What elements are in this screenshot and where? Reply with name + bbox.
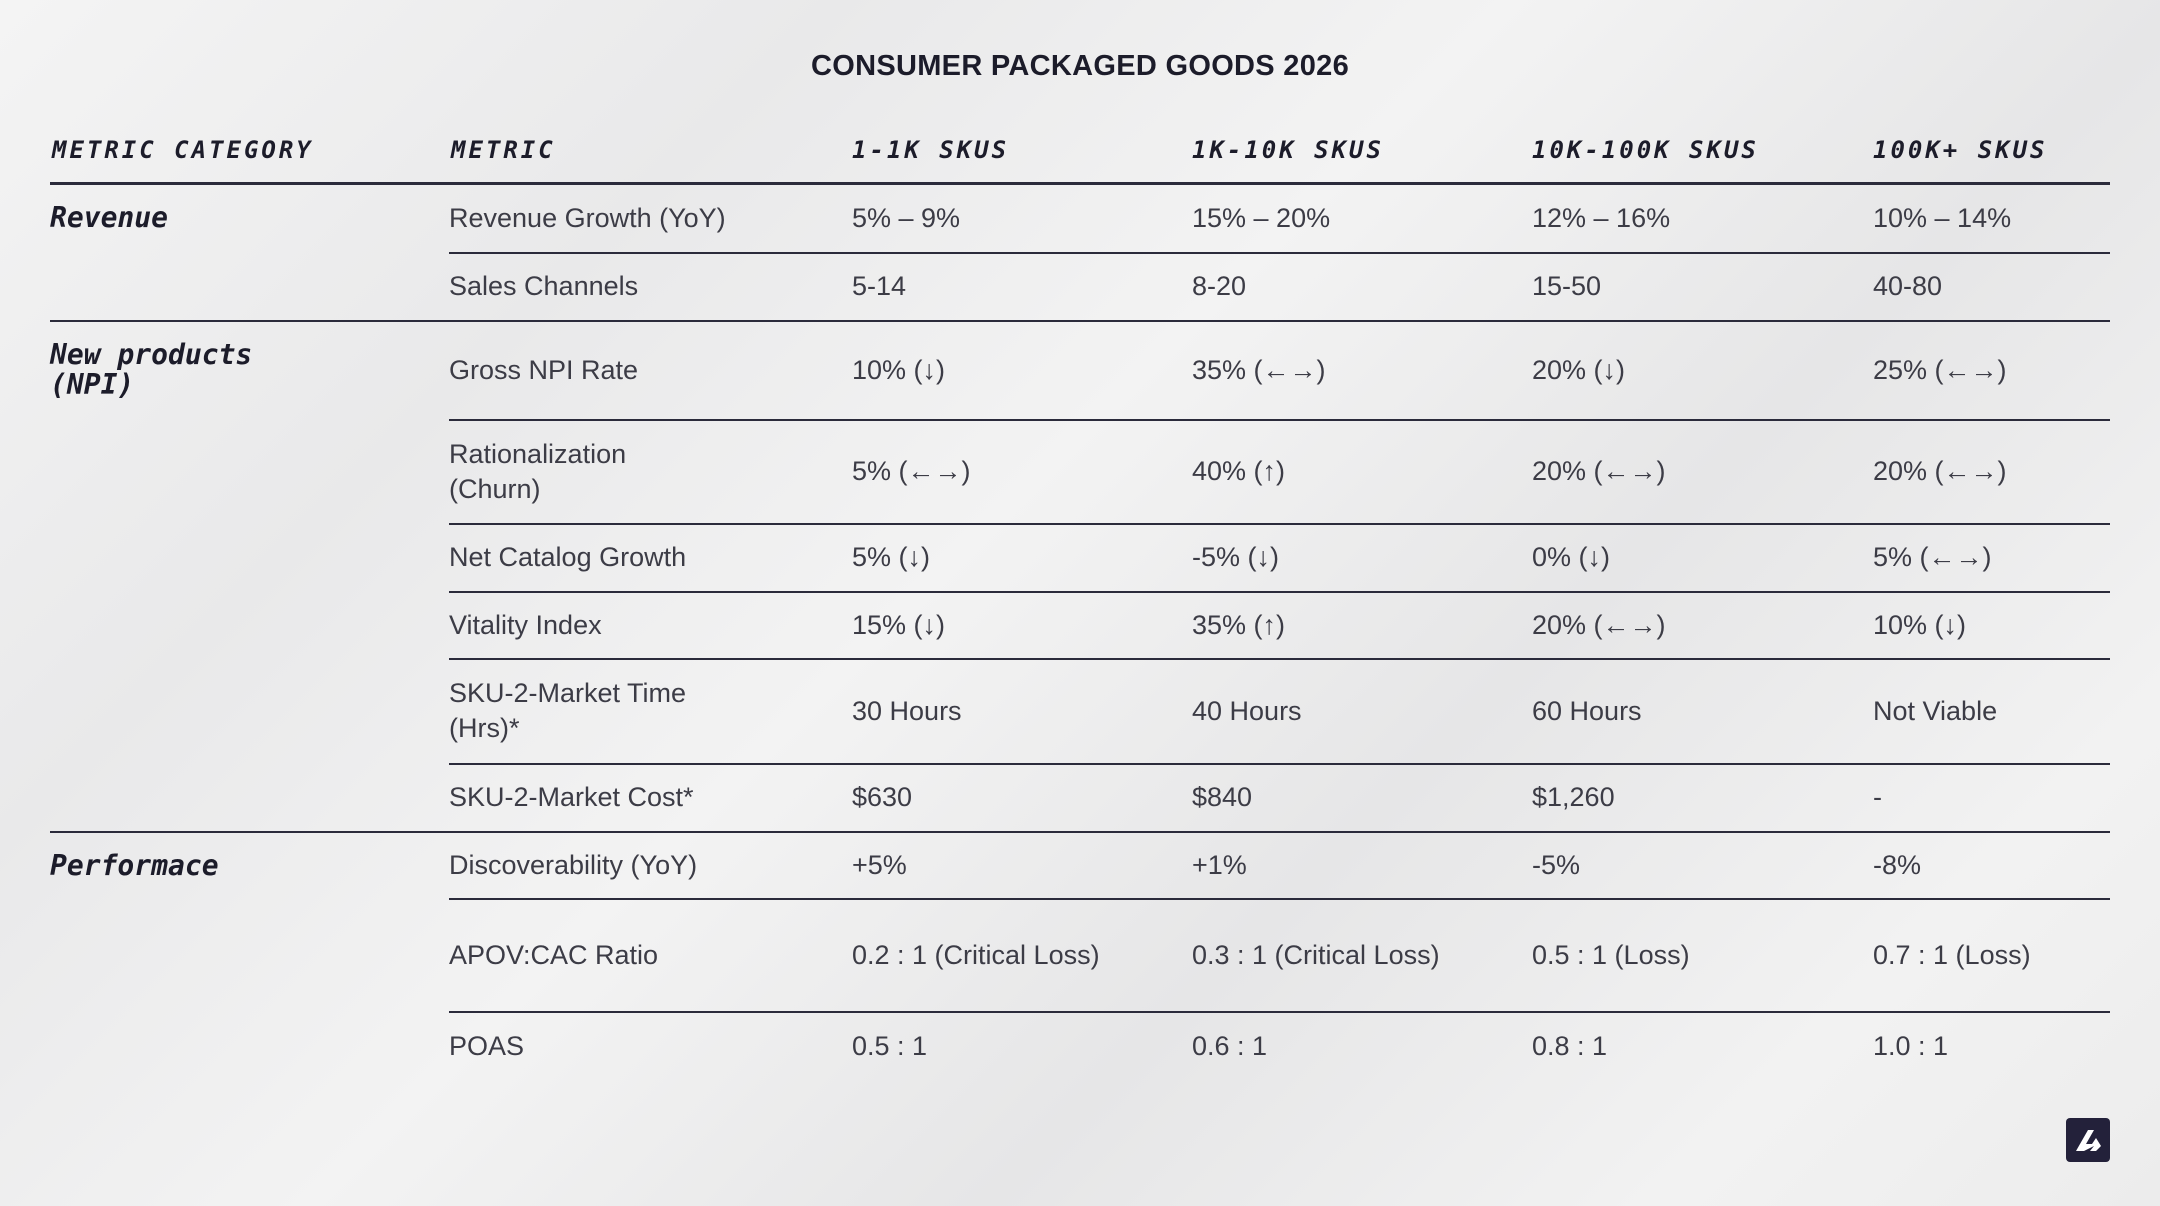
value-cell: 0% (↓) <box>1530 523 1871 593</box>
value-cell: 5% (←→) <box>1871 523 2110 593</box>
value-cell: 0.5 : 1 (Loss) <box>1530 898 1871 1013</box>
table-row: POAS 0.5 : 1 0.6 : 1 0.8 : 1 1.0 : 1 <box>50 1012 2110 1081</box>
value-cell: 20% (←→) <box>1530 419 1871 525</box>
metric-cell: Discoverability (YoY) <box>449 831 850 900</box>
metric-cell: Net Catalog Growth <box>449 523 850 593</box>
category-cell: Performace <box>50 848 219 882</box>
value-cell: 5% (↓) <box>850 523 1190 593</box>
metric-cell: Sales Channels <box>449 252 850 322</box>
value-cell: 12% – 16% <box>1530 183 1871 254</box>
value-cell: 15% (↓) <box>850 591 1190 660</box>
value-cell: 35% (←→) <box>1190 320 1530 421</box>
value-cell: 40-80 <box>1871 252 2110 322</box>
value-cell: 5% (←→) <box>850 419 1190 525</box>
metric-cell: Gross NPI Rate <box>449 320 850 421</box>
value-cell: 0.2 : 1 (Critical Loss) <box>850 898 1190 1013</box>
value-cell: 20% (←→) <box>1530 591 1871 660</box>
value-cell: -8% <box>1871 831 2110 900</box>
value-cell: +1% <box>1190 831 1530 900</box>
value-cell: 10% – 14% <box>1871 183 2110 254</box>
value-cell: $840 <box>1190 763 1530 833</box>
metric-cell: Revenue Growth (YoY) <box>449 183 850 254</box>
metric-cell: Rationalization (Churn) <box>449 419 850 525</box>
value-cell: 0.7 : 1 (Loss) <box>1871 898 2110 1013</box>
brand-logo-icon <box>2066 1118 2110 1162</box>
value-cell: 5% – 9% <box>850 183 1190 254</box>
metric-cell: SKU-2-Market Cost* <box>449 763 850 833</box>
metric-cell: POAS <box>449 1031 525 1061</box>
table-row: Revenue Revenue Growth (YoY) 5% – 9% 15% – … <box>50 183 2110 322</box>
table-row: Net Catalog Growth 5% (↓) -5% (↓) 0% (↓) 5% … <box>50 523 2110 593</box>
value-cell: 10% (↓) <box>1871 591 2110 660</box>
table-row: APOV:CAC Ratio 0.2 : 1 (Critical Loss) 0.3… <box>50 898 2110 1013</box>
value-cell: 40% (↑) <box>1190 419 1530 525</box>
value-cell: 40 Hours <box>1190 658 1530 765</box>
table-row: Vitality Index 15% (↓) 35% (↑) 20% (←→) 10% … <box>50 591 2110 660</box>
table-row: Rationalization (Churn) 5% (←→) 40% (↑) 20%… <box>50 419 2110 525</box>
value-cell: 5-14 <box>850 252 1190 322</box>
value-cell: Not Viable <box>1871 658 2110 765</box>
value-cell: 10% (↓) <box>850 320 1190 421</box>
table-row: New products (NPI) Gross NPI Rate 10% (↓) 3… <box>50 320 2110 833</box>
header-1k-10k-skus: 1K-10K SKUs <box>1190 118 1530 185</box>
header-100k-plus-skus: 100K+ SKUs <box>1871 118 2110 185</box>
header-metric-category: Metric Category <box>50 118 449 185</box>
category-label: New products (NPI) <box>50 337 253 401</box>
value-cell: 0.6 : 1 <box>1192 1031 1268 1061</box>
page-title: CONSUMER PACKAGED GOODS 2026 <box>810 50 1350 82</box>
value-cell: 35% (↑) <box>1190 591 1530 660</box>
value-cell: $1,260 <box>1530 763 1871 833</box>
category-cell: New products (NPI) <box>50 320 449 833</box>
table-row: Performace Discoverability (YoY) +5% +1% -5%… <box>50 831 2110 900</box>
metric-cell: SKU-2-Market Time (Hrs)* <box>449 658 850 765</box>
value-cell: 0.5 : 1 <box>852 1031 928 1061</box>
category-cell: Revenue <box>50 183 449 322</box>
value-cell: 0.8 : 1 <box>1532 1031 1608 1061</box>
value-cell: 20% (←→) <box>1871 419 2110 525</box>
header-1-1k-skus: 1-1K SKUs <box>850 118 1190 185</box>
table-row: SKU-2-Market Cost* $630 $840 $1,260- <box>50 763 2110 833</box>
value-cell: $630 <box>850 763 1190 833</box>
table-row: Sales Channels 5-14 8-20 15-50 40-80 <box>50 252 2110 322</box>
value-cell: 1.0 : 1 <box>1873 1031 1949 1061</box>
value-cell: 0.3 : 1 (Critical Loss) <box>1190 898 1530 1013</box>
metric-cell: APOV:CAC Ratio <box>449 898 850 1013</box>
metric-cell: Vitality Index <box>449 591 850 660</box>
value-cell: 30 Hours <box>850 658 1190 765</box>
value-cell: 8-20 <box>1190 252 1530 322</box>
value-cell: 20% (↓) <box>1530 320 1871 421</box>
value-cell: -5% (↓) <box>1190 523 1530 593</box>
table-row: SKU-2-Market Time (Hrs)* 30 Hours 40 Hours… <box>50 658 2110 765</box>
metrics-table: Metric Category Metric 1-1K SKUs 1K-10K … <box>50 118 2110 1081</box>
header-row: Metric Category Metric 1-1K SKUs 1K-10K … <box>50 118 2110 185</box>
value-cell: 60 Hours <box>1530 658 1871 765</box>
header-10k-100k-skus: 10K-100K SKUs <box>1530 118 1871 185</box>
value-cell: -5% <box>1530 831 1871 900</box>
value-cell: 15% – 20% <box>1190 183 1530 254</box>
value-cell: 25% (←→) <box>1871 320 2110 421</box>
header-metric: Metric <box>449 118 850 185</box>
value-cell: - <box>1871 763 2110 833</box>
value-cell: 15-50 <box>1530 252 1871 322</box>
value-cell: +5% <box>850 831 1190 900</box>
